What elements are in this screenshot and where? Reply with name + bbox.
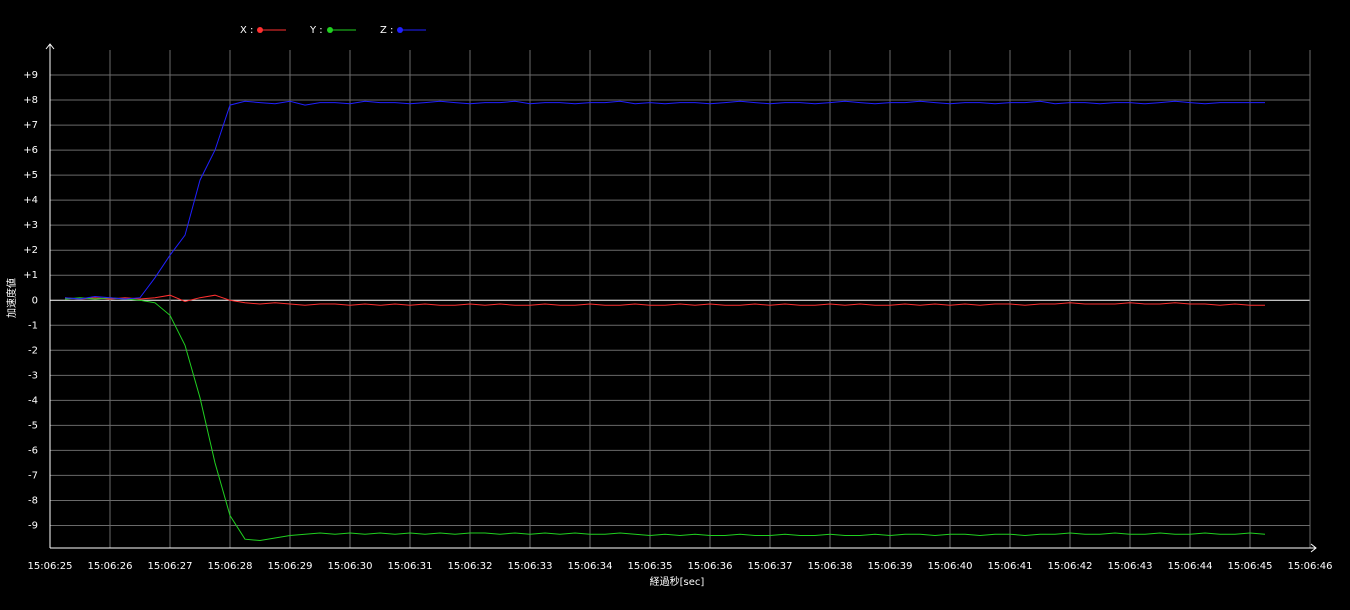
x-tick-label: 15:06:40 [928,561,973,572]
series-line [64,294,1265,306]
x-tick-label: 15:06:46 [1288,561,1333,572]
x-tick-label: 15:06:31 [388,561,433,572]
y-tick-label: +7 [23,120,38,131]
x-tick-label: 15:06:38 [808,561,853,572]
y-tick-label: -4 [28,395,38,406]
x-axis-label: 経過秒[sec] [650,575,705,588]
y-tick-label: +2 [23,245,38,256]
y-tick-label: -1 [28,320,38,331]
y-tick-label: +3 [23,220,38,231]
y-tick-label: -8 [28,495,38,506]
x-tick-label: 15:06:34 [568,561,613,572]
y-tick-label: +8 [23,95,38,106]
x-tick-label: 15:06:37 [748,561,793,572]
x-tick-label: 15:06:29 [268,561,313,572]
y-tick-label: -9 [28,520,38,531]
y-axis [45,43,55,548]
x-tick-label: 15:06:28 [208,561,253,572]
y-tick-label: +1 [23,270,38,281]
legend-label: Y : [309,25,323,36]
x-tick-label: 15:06:33 [508,561,553,572]
x-tick-label: 15:06:26 [88,561,133,572]
legend-marker [397,27,403,33]
x-tick-label: 15:06:30 [328,561,373,572]
series-line [64,297,1266,542]
series-line [64,100,1265,300]
y-axis-label: 加速度値 [5,278,18,318]
x-tick-label: 15:06:36 [688,561,733,572]
y-tick-label: +9 [23,70,38,81]
y-tick-label: -7 [28,470,38,481]
x-tick-label: 15:06:44 [1168,561,1213,572]
x-tick-label: 15:06:35 [628,561,673,572]
x-tick-label: 15:06:45 [1228,561,1273,572]
x-axis [50,543,1317,553]
x-tick-label: 15:06:43 [1108,561,1153,572]
y-tick-label: +4 [23,195,38,206]
legend-marker [327,27,333,33]
x-tick-label: 15:06:42 [1048,561,1093,572]
x-tick-label: 15:06:41 [988,561,1033,572]
y-tick-label: -5 [28,420,38,431]
legend-label: Z : [380,25,393,36]
y-tick-label: +6 [23,145,38,156]
legend-marker [257,27,263,33]
legend-label: X : [240,25,253,36]
y-tick-label: -2 [28,345,38,356]
x-tick-label: 15:06:25 [28,561,73,572]
x-tick-label: 15:06:27 [148,561,193,572]
y-tick-label: -6 [28,445,38,456]
x-tick-label: 15:06:32 [448,561,493,572]
y-tick-label: -3 [28,370,38,381]
y-tick-label: +5 [23,170,38,181]
y-tick-label: 0 [32,295,38,306]
x-tick-label: 15:06:39 [868,561,913,572]
